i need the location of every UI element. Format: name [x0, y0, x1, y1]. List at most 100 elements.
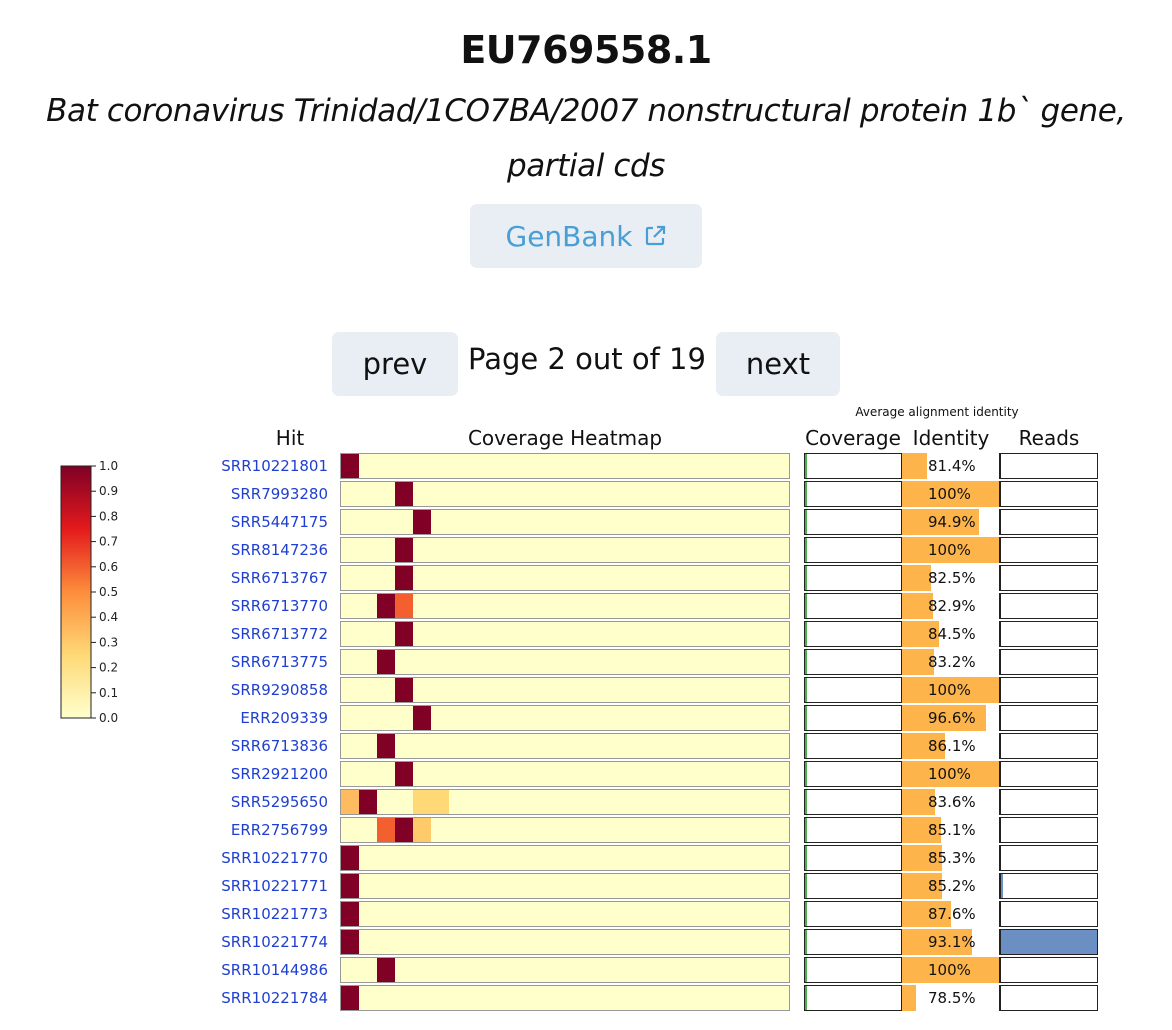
coverage-bar: [805, 594, 807, 618]
colorbar-tick-label: 0.5: [99, 585, 118, 599]
identity-value: 100%: [928, 485, 971, 503]
coverage-bar: [805, 678, 807, 702]
identity-value: 86.1%: [928, 737, 976, 755]
identity-bar: [902, 817, 942, 843]
heatmap-row: [340, 621, 790, 647]
reads-cell: [1000, 509, 1098, 535]
coverage-cell: [804, 817, 902, 843]
hit-link[interactable]: SRR5295650: [230, 793, 328, 811]
coverage-bar: [805, 902, 807, 926]
prev-button[interactable]: prev: [332, 332, 458, 396]
identity-bar: [902, 677, 999, 703]
external-link-icon: [645, 225, 665, 246]
hit-link[interactable]: SRR10144986: [221, 961, 328, 979]
hit-link[interactable]: SRR10221784: [221, 989, 328, 1007]
heatmap-row: [340, 873, 790, 899]
hit-link[interactable]: ERR2756799: [230, 821, 328, 839]
hit-link[interactable]: SRR6713772: [230, 625, 328, 643]
reads-cell: [1000, 621, 1098, 647]
colorbar-tick-label: 0.3: [99, 635, 118, 649]
reads-cell: [1000, 481, 1098, 507]
identity-cell: 86.1%: [902, 733, 1000, 759]
next-button[interactable]: next: [716, 332, 840, 396]
hit-link[interactable]: SRR10221774: [221, 933, 328, 951]
heatmap-row: [340, 453, 790, 479]
identity-bar: [902, 537, 999, 563]
reads-cell: [1000, 677, 1098, 703]
identity-cell: 84.5%: [902, 621, 1000, 647]
hit-link[interactable]: ERR209339: [240, 709, 328, 727]
identity-cell: 82.5%: [902, 565, 1000, 591]
hit-link[interactable]: SRR6713836: [230, 737, 328, 755]
hit-link[interactable]: SRR10221770: [221, 849, 328, 867]
heatmap-cell: [395, 538, 413, 562]
identity-value: 81.4%: [928, 457, 976, 475]
colorbar-tick-label: 0.6: [99, 560, 118, 574]
coverage-cell: [804, 845, 902, 871]
identity-value: 84.5%: [928, 625, 976, 643]
coverage-bar: [805, 566, 807, 590]
heatmap-cell: [341, 930, 359, 954]
coverage-cell: [804, 761, 902, 787]
hit-link[interactable]: SRR10221771: [221, 877, 328, 895]
hit-link[interactable]: SRR9290858: [230, 681, 328, 699]
identity-bar: [902, 901, 951, 927]
heatmap-row: [340, 761, 790, 787]
identity-bar: [902, 509, 980, 535]
identity-bar: [902, 453, 927, 479]
identity-value: 93.1%: [928, 933, 976, 951]
heatmap-row: [340, 845, 790, 871]
identity-value: 82.9%: [928, 597, 976, 615]
identity-cell: 83.6%: [902, 789, 1000, 815]
identity-cell: 87.6%: [902, 901, 1000, 927]
identity-group-label: Average alignment identity: [855, 405, 1019, 419]
heatmap-cell: [395, 762, 413, 786]
colorbar-gradient: [60, 465, 92, 719]
identity-value: 85.2%: [928, 877, 976, 895]
hit-link[interactable]: SRR6713775: [230, 653, 328, 671]
identity-bar: [902, 565, 932, 591]
identity-value: 85.3%: [928, 849, 976, 867]
hit-link[interactable]: SRR5447175: [230, 513, 328, 531]
identity-cell: 100%: [902, 957, 1000, 983]
hit-link[interactable]: SRR6713767: [230, 569, 328, 587]
heatmap-row: [340, 509, 790, 535]
hit-link[interactable]: SRR2921200: [230, 765, 328, 783]
identity-cell: 82.9%: [902, 593, 1000, 619]
identity-bar: [902, 873, 942, 899]
hit-link[interactable]: SRR7993280: [230, 485, 328, 503]
colorbar-legend: 0.0 0.1 0.2 0.3 0.4 0.5 0.6 0.7 0.8 0.9 1.0: [60, 459, 118, 725]
reads-cell: [1000, 957, 1098, 983]
colorbar-tick-label: 0.1: [99, 686, 118, 700]
heatmap-cell: [341, 846, 359, 870]
coverage-bar: [805, 986, 807, 1010]
heatmap-row: [340, 649, 790, 675]
heatmap-row: [340, 789, 790, 815]
reads-cell: [1000, 761, 1098, 787]
heatmap-cell: [413, 510, 431, 534]
heatmap-row: [340, 733, 790, 759]
heatmap-cell: [377, 958, 395, 982]
genbank-label: GenBank: [505, 219, 633, 253]
hit-link[interactable]: SRR8147236: [230, 541, 328, 559]
reads-bar: [1001, 874, 1003, 898]
heatmap-row: [340, 929, 790, 955]
heatmap-row: [340, 985, 790, 1011]
genbank-button[interactable]: GenBank: [470, 204, 702, 268]
coverage-cell: [804, 453, 902, 479]
identity-value: 82.5%: [928, 569, 976, 587]
identity-cell: 83.2%: [902, 649, 1000, 675]
hit-link[interactable]: SRR6713770: [230, 597, 328, 615]
hit-link[interactable]: SRR10221801: [221, 457, 328, 475]
coverage-cell: [804, 621, 902, 647]
hit-link[interactable]: SRR10221773: [221, 905, 328, 923]
identity-value: 100%: [928, 681, 971, 699]
identity-cell: 85.1%: [902, 817, 1000, 843]
coverage-cell: [804, 901, 902, 927]
heatmap-cell: [395, 594, 413, 618]
heatmap-cell: [377, 650, 395, 674]
identity-value: 94.9%: [928, 513, 976, 531]
colorbar-tick-label: 0.4: [99, 610, 118, 624]
identity-bar: [902, 845, 942, 871]
coverage-cell: [804, 985, 902, 1011]
